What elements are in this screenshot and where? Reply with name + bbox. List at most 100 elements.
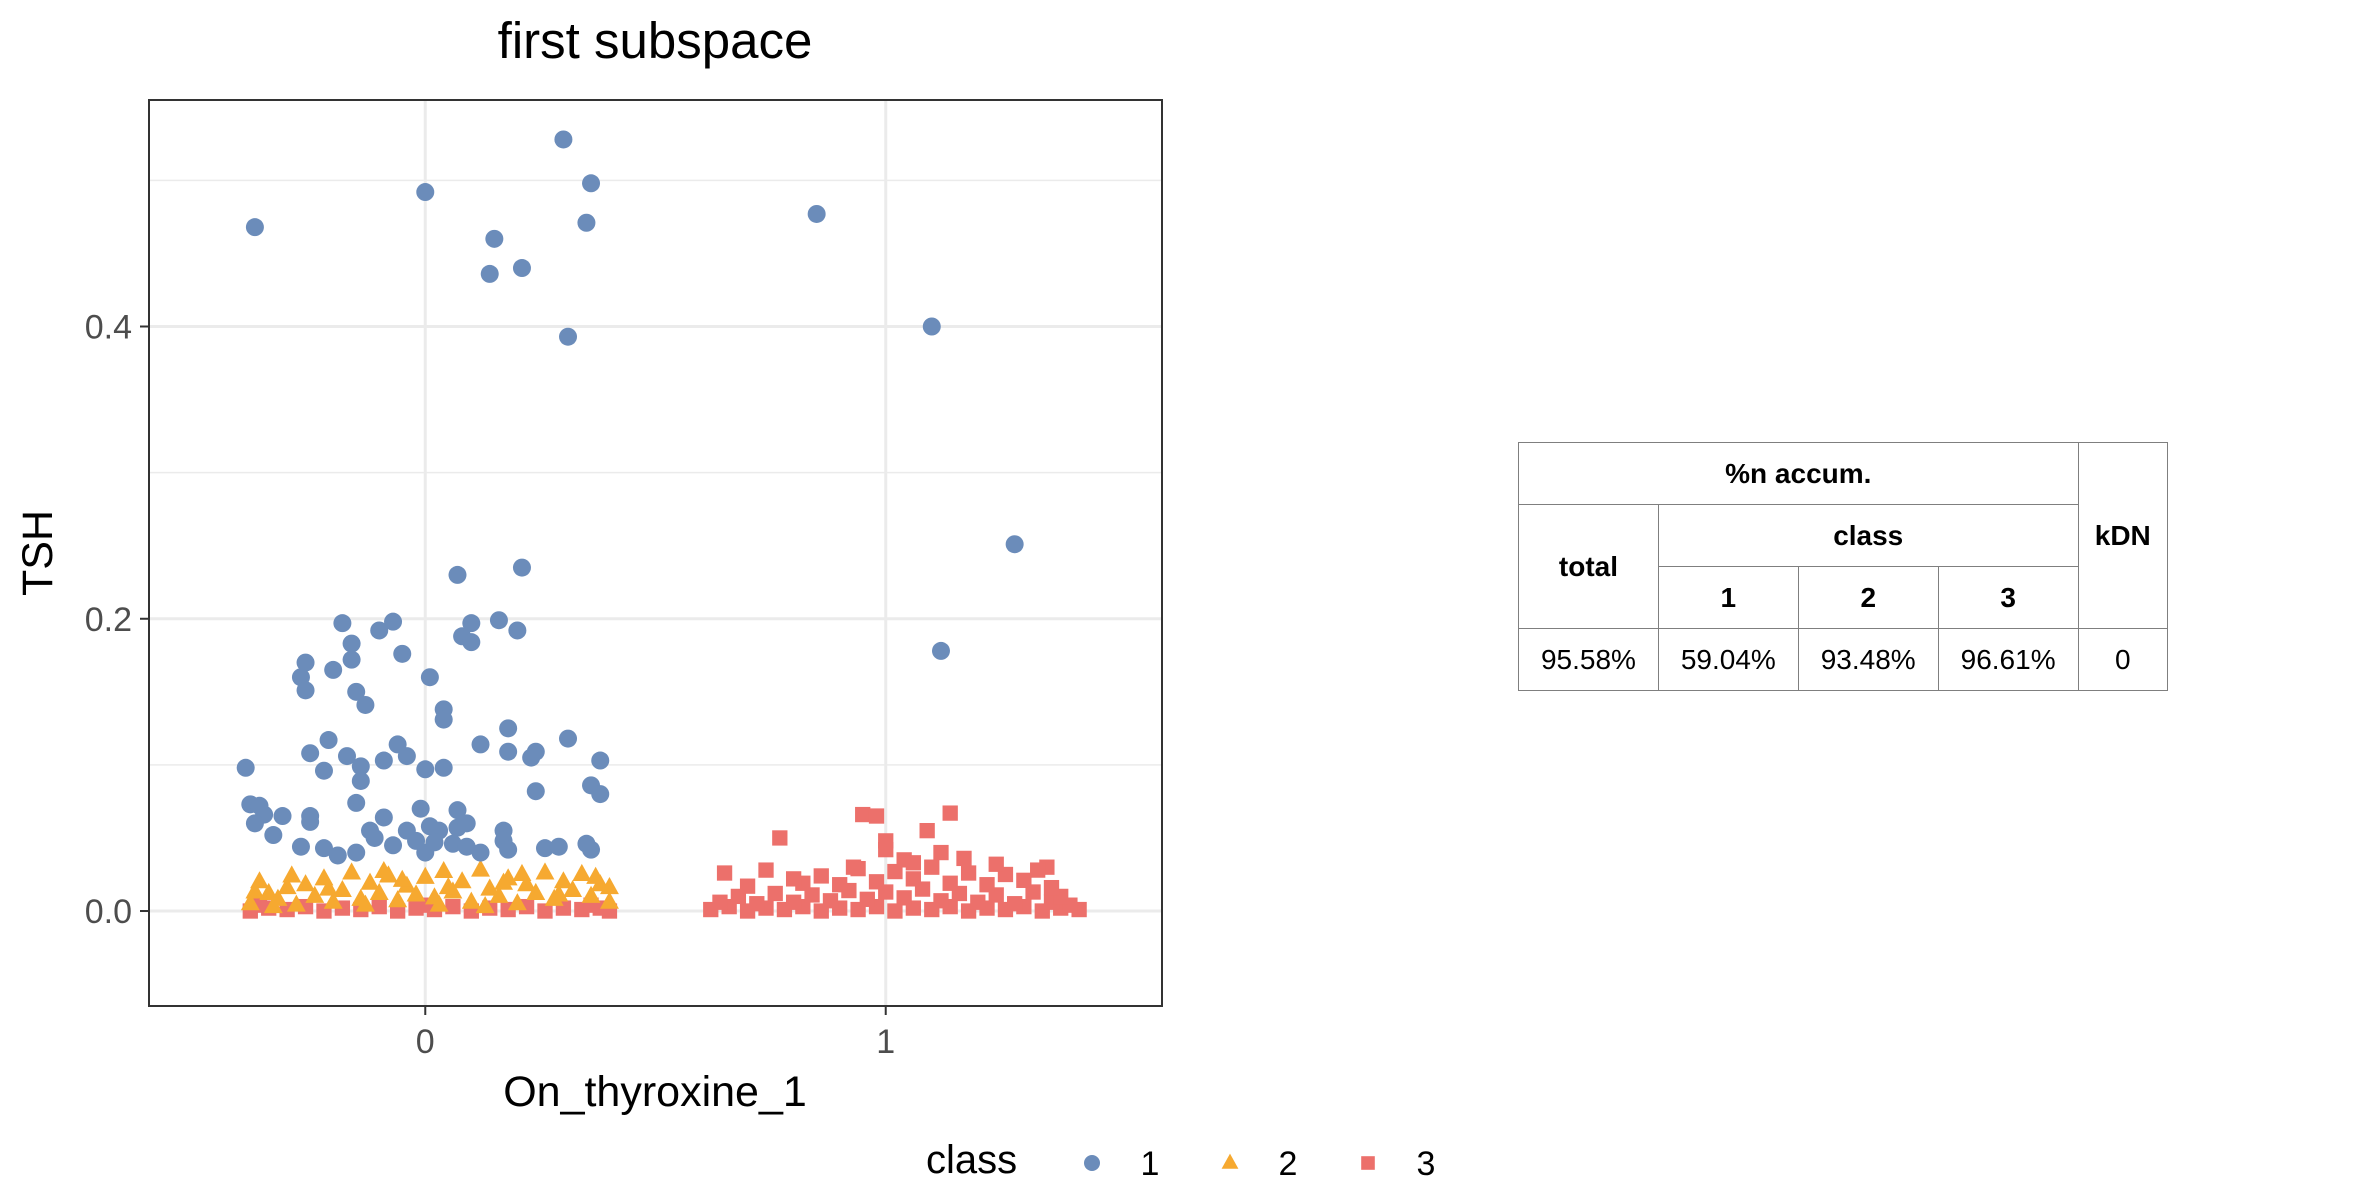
data-point-class-2 (429, 894, 449, 912)
table-cell-class-2: 93.48% (1797, 628, 1939, 691)
table-cell-class-3: 96.61% (1937, 628, 2079, 691)
data-point-class-1 (370, 621, 389, 640)
data-point-class-2 (332, 879, 352, 898)
data-point-class-3 (758, 862, 774, 878)
data-point-class-1 (333, 614, 352, 633)
data-point-class-1 (457, 814, 476, 833)
data-point-class-1 (1005, 535, 1024, 554)
data-point-class-2 (259, 882, 279, 900)
data-point-class-1 (462, 614, 481, 633)
table-header-accum: %n accum. (1518, 442, 2079, 505)
data-point-class-2 (296, 874, 316, 892)
table-header-class-1: 1 (1657, 566, 1799, 629)
data-point-class-2 (406, 884, 426, 902)
data-point-class-1 (411, 799, 430, 818)
data-point-class-2 (245, 881, 265, 899)
data-point-class-2 (581, 885, 601, 903)
legend-label: 1 (1141, 1145, 1160, 1181)
x-tick-label: 0 (416, 1023, 435, 1061)
data-point-class-1 (807, 204, 826, 223)
data-point-class-3 (1025, 884, 1041, 900)
data-point-class-1 (351, 757, 370, 776)
data-point-class-2 (323, 891, 343, 909)
legend-label: 2 (1279, 1145, 1298, 1181)
data-point-class-2 (355, 894, 375, 912)
data-point-class-1 (245, 218, 264, 237)
data-point-class-1 (508, 621, 527, 640)
y-tick-label: 0.0 (85, 893, 132, 931)
data-point-class-1 (337, 747, 356, 766)
data-point-class-2 (434, 860, 454, 879)
data-point-class-2 (480, 878, 500, 896)
axis-ticks: 0.0 0.2 0.4 0 1 (85, 309, 895, 1062)
data-point-class-1 (236, 758, 255, 777)
data-point-class-3 (942, 805, 958, 821)
data-point-class-1 (457, 837, 476, 856)
data-point-class-1 (512, 259, 531, 278)
data-point-class-1 (347, 843, 366, 862)
data-point-class-3 (933, 893, 949, 909)
data-point-class-1 (397, 747, 416, 766)
x-axis-label: On_thyroxine_1 (503, 1068, 807, 1116)
data-point-class-3 (712, 894, 728, 910)
data-point-class-3 (804, 887, 820, 903)
legend: class 1 2 3 (926, 1138, 1435, 1181)
plot-border (148, 99, 1163, 1007)
data-point-class-2 (263, 896, 283, 914)
data-point-class-1 (462, 633, 481, 652)
data-point-class-1 (549, 837, 568, 856)
data-point-class-1 (526, 782, 545, 801)
data-point-class-1 (591, 751, 610, 770)
data-point-class-2 (374, 860, 394, 879)
table-header-class-2: 2 (1797, 566, 1939, 629)
data-point-class-2 (563, 879, 583, 898)
data-point-class-2 (360, 872, 380, 890)
data-point-class-1 (434, 710, 453, 729)
data-point-class-1 (443, 834, 462, 853)
data-point-class-3 (942, 875, 958, 891)
data-point-class-1 (489, 611, 508, 630)
data-point-class-3 (1007, 896, 1023, 912)
data-point-class-3 (371, 898, 387, 915)
data-point-class-3 (859, 891, 875, 907)
data-point-class-3 (445, 898, 461, 915)
data-point-class-1 (393, 644, 412, 663)
data-point-class-1 (273, 807, 292, 826)
data-point-class-3 (716, 865, 733, 881)
data-point-class-2 (277, 877, 297, 895)
data-point-class-2 (342, 862, 362, 880)
legend-key-1 (1084, 1155, 1100, 1171)
data-point-class-1 (356, 695, 375, 714)
data-point-class-2 (600, 891, 619, 909)
table-cell-kdn: 0 (2077, 628, 2169, 691)
data-point-class-1 (522, 748, 541, 767)
data-point-class-2 (305, 885, 325, 903)
data-point-class-2 (535, 862, 555, 880)
data-point-class-3 (785, 871, 802, 887)
data-point-class-2 (512, 863, 532, 881)
table-header-class: class (1657, 504, 2079, 567)
table-row: 95.58% 59.04% 93.48% 96.61% 0 (1518, 628, 2169, 691)
data-point-class-2 (240, 893, 260, 911)
data-point-class-1 (499, 742, 518, 761)
data-point-class-3 (518, 898, 535, 915)
data-point-class-3 (933, 844, 949, 861)
data-point-class-3 (956, 850, 972, 867)
data-point-class-1 (535, 839, 554, 858)
data-point-class-3 (1030, 862, 1046, 878)
data-point-class-1 (559, 729, 578, 748)
data-point-class-1 (591, 785, 610, 804)
data-point-class-1 (582, 174, 601, 193)
data-point-class-3 (878, 841, 894, 858)
data-point-class-3 (772, 830, 788, 846)
data-point-class-2 (415, 866, 435, 884)
data-point-class-3 (919, 822, 935, 839)
data-point-class-1 (328, 846, 347, 865)
data-point-class-2 (392, 869, 412, 887)
data-point-class-1 (559, 327, 578, 346)
table-header-kdn: kDN (2077, 442, 2169, 629)
data-point-class-1 (301, 744, 320, 763)
data-point-class-1 (296, 653, 315, 672)
data-point-class-2 (471, 859, 490, 877)
data-point-class-2 (549, 884, 569, 902)
